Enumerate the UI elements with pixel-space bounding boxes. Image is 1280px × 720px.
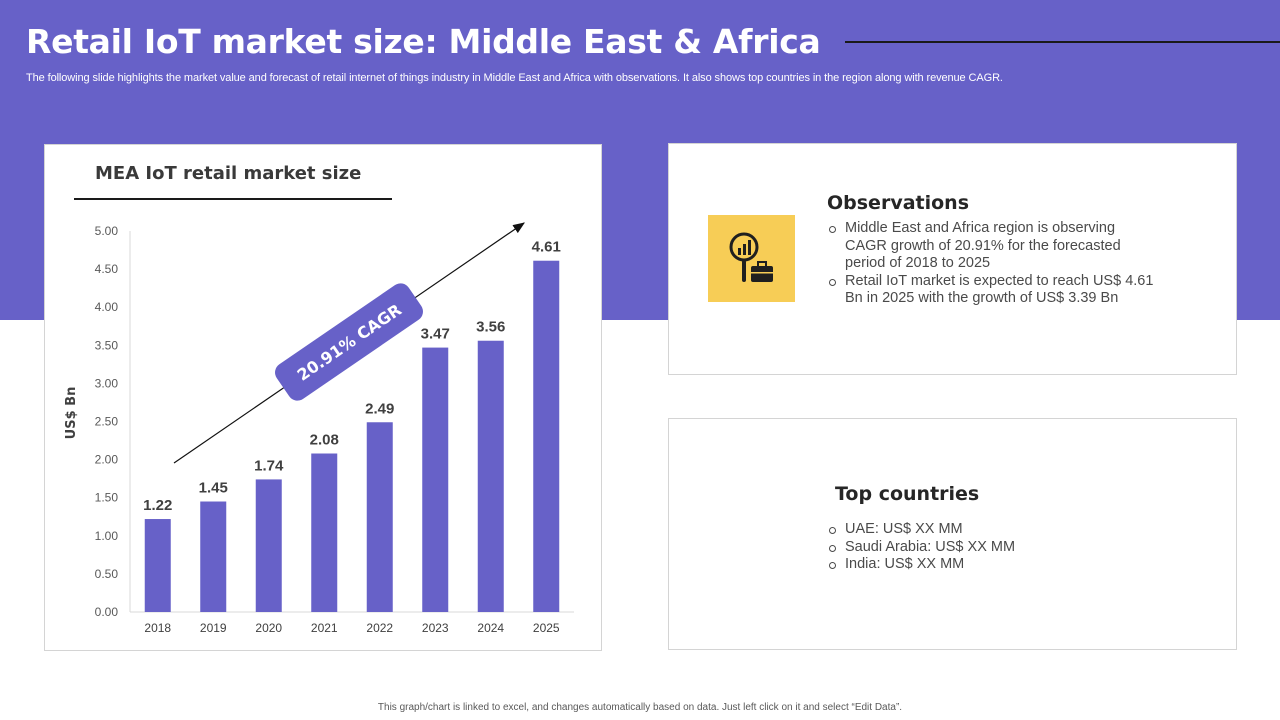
title-divider	[845, 41, 1280, 43]
x-tick-label: 2019	[200, 621, 227, 635]
chart-title: MEA IoT retail market size	[95, 163, 362, 184]
chart-title-divider	[74, 198, 392, 200]
bar	[200, 501, 227, 612]
y-tick-label: 0.00	[95, 605, 119, 619]
chart-panel: 0.00 0.50 1.00 1.50 2.00 2.50 3.00 3.50 4.00 4.50…	[44, 144, 602, 651]
data-label: 3.56	[476, 319, 505, 336]
top-countries-heading: Top countries	[835, 483, 980, 505]
bar	[366, 422, 393, 612]
y-axis-label: US$ Bn	[64, 387, 79, 440]
y-tick-label: 2.50	[95, 415, 119, 429]
top-countries-list: UAE: US$ XX MM Saudi Arabia: US$ XX MM I…	[827, 521, 1157, 574]
y-tick-label: 2.00	[95, 453, 119, 467]
x-tick-label: 2021	[311, 621, 338, 635]
list-item: India: US$ XX MM	[827, 556, 1157, 574]
data-label: 4.61	[532, 239, 561, 256]
list-item: Saudi Arabia: US$ XX MM	[827, 539, 1157, 557]
data-label: 1.45	[199, 480, 228, 497]
y-tick-label: 4.00	[95, 300, 119, 314]
bar	[311, 453, 338, 612]
data-label: 1.74	[254, 457, 284, 474]
observations-panel: Observations Middle East and Africa regi…	[668, 143, 1237, 375]
cagr-label: 20.91% CAGR	[294, 300, 405, 384]
bar-chart[interactable]: 0.00 0.50 1.00 1.50 2.00 2.50 3.00 3.50 4.00 4.50…	[45, 145, 601, 650]
bar	[533, 260, 560, 612]
footer-note: This graph/chart is linked to excel, and…	[377, 702, 903, 713]
cagr-badge-bg	[275, 283, 423, 401]
x-tick-label: 2023	[422, 621, 449, 635]
data-label: 1.22	[143, 497, 172, 514]
y-tick-label: 0.50	[95, 567, 119, 581]
y-tick-label: 5.00	[95, 224, 119, 238]
list-item: Retail IoT market is expected to reach U…	[827, 273, 1157, 308]
y-tick-label: 1.00	[95, 529, 119, 543]
top-countries-panel: Top countries UAE: US$ XX MM Saudi Arabi…	[668, 418, 1237, 650]
x-tick-label: 2025	[533, 621, 560, 635]
cagr-badge: 20.91% CAGR	[275, 283, 423, 401]
bar	[422, 347, 449, 612]
observations-list: Middle East and Africa region is observi…	[827, 220, 1157, 308]
data-label: 2.08	[310, 432, 339, 449]
x-tick-label: 2022	[366, 621, 393, 635]
y-tick-label: 1.50	[95, 491, 119, 505]
page-title: Retail IoT market size: Middle East & Af…	[26, 22, 821, 61]
bar	[144, 519, 171, 612]
list-item: UAE: US$ XX MM	[827, 521, 1157, 539]
page-subtitle: The following slide highlights the marke…	[26, 72, 1003, 84]
x-tick-label: 2018	[144, 621, 171, 635]
y-tick-label: 4.50	[95, 262, 119, 276]
y-tick-label: 3.00	[95, 376, 119, 390]
x-tick-label: 2024	[477, 621, 504, 635]
bar	[255, 479, 282, 612]
x-tick-label: 2020	[255, 621, 282, 635]
observations-heading: Observations	[827, 192, 970, 214]
data-label: 3.47	[421, 326, 450, 343]
y-tick-label: 3.50	[95, 338, 119, 352]
list-item: Middle East and Africa region is observi…	[827, 220, 1157, 273]
data-label: 2.49	[365, 400, 394, 417]
analytics-briefcase-icon	[708, 215, 795, 302]
bar	[477, 340, 504, 612]
